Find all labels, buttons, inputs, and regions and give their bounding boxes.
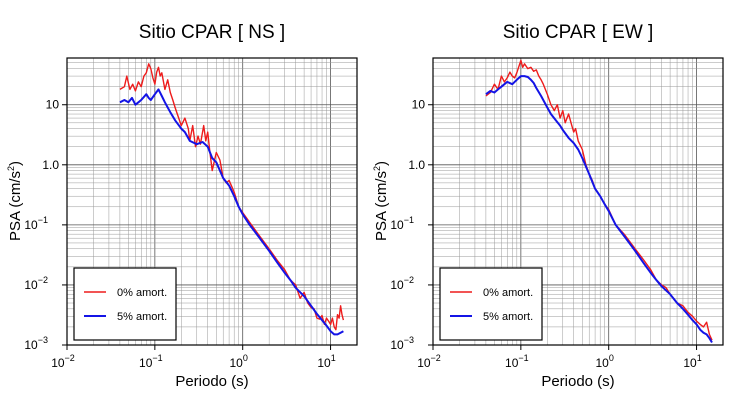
series-line bbox=[119, 88, 344, 336]
legend-label: 0% amort. bbox=[117, 287, 167, 299]
x-axis-label: Periodo (s) bbox=[541, 373, 614, 390]
chart-panel-ew: Sitio CPAR [ EW ] 10−2 10−1 100 101 10−310−… bbox=[372, 22, 724, 390]
series-lines bbox=[485, 59, 713, 344]
plot-frame bbox=[432, 57, 724, 346]
x-tick-label: 10−1 bbox=[139, 353, 163, 370]
series-line bbox=[485, 75, 713, 344]
legend-label: 5% amort. bbox=[117, 311, 167, 323]
y-tick-label: 1.0 bbox=[408, 158, 425, 172]
x-tick-labels: 10−2 10−1 100 101 bbox=[51, 345, 336, 370]
y-tick-label: 10−2 bbox=[390, 275, 414, 292]
chart-panel-ns: Sitio CPAR [ NS ] 10−2 10−1 100 101 10−310−… bbox=[6, 22, 358, 390]
chart-title: Sitio CPAR [ EW ] bbox=[503, 22, 654, 43]
x-tick-labels: 10−2 10−1 100 101 bbox=[417, 345, 702, 370]
x-tick-label: 10−2 bbox=[417, 353, 441, 370]
chart-title: Sitio CPAR [ NS ] bbox=[139, 22, 285, 43]
legend: 0% amort. 5% amort. bbox=[439, 267, 543, 341]
plot-frame bbox=[66, 57, 358, 346]
y-tick-labels: 10−3 10−2 10−1 1.0 10 bbox=[24, 98, 67, 352]
legend-box bbox=[439, 267, 543, 341]
legend-box bbox=[73, 267, 177, 341]
x-tick-label: 101 bbox=[317, 353, 335, 370]
series-lines bbox=[119, 63, 345, 336]
x-tick-label: 101 bbox=[683, 353, 701, 370]
series-line bbox=[119, 63, 345, 331]
y-tick-label: 10−3 bbox=[24, 335, 48, 352]
y-tick-label: 10 bbox=[46, 98, 60, 112]
legend: 0% amort. 5% amort. bbox=[73, 267, 177, 341]
y-tick-label: 10−3 bbox=[390, 335, 414, 352]
y-tick-label: 10−1 bbox=[390, 215, 414, 232]
y-axis-label: PSA (cm/s2) bbox=[6, 161, 24, 241]
legend-label: 5% amort. bbox=[483, 311, 533, 323]
legend-label: 0% amort. bbox=[483, 287, 533, 299]
x-tick-label: 100 bbox=[230, 353, 248, 370]
y-tick-label: 1.0 bbox=[42, 158, 59, 172]
x-tick-label: 10−1 bbox=[505, 353, 529, 370]
x-tick-label: 10−2 bbox=[51, 353, 75, 370]
y-tick-labels: 10−3 10−2 10−1 1.0 10 bbox=[390, 98, 433, 352]
x-tick-label: 100 bbox=[596, 353, 614, 370]
x-axis-label: Periodo (s) bbox=[175, 373, 248, 390]
y-tick-label: 10−1 bbox=[24, 215, 48, 232]
y-tick-label: 10 bbox=[412, 98, 426, 112]
y-tick-label: 10−2 bbox=[24, 275, 48, 292]
y-axis-label: PSA (cm/s2) bbox=[372, 161, 390, 241]
